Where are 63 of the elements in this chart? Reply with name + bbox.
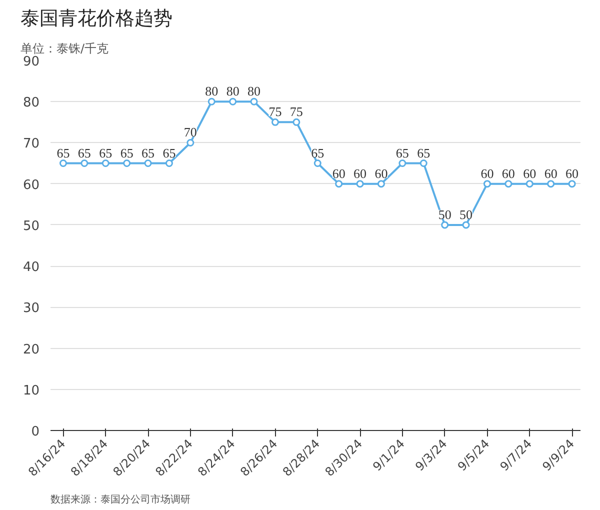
y-tick-label: 30 — [22, 301, 40, 316]
point — [398, 160, 406, 168]
point — [186, 138, 194, 146]
y-tick-label: 70 — [22, 136, 40, 152]
chart-title: 泰国青花价格趋势 — [20, 8, 172, 30]
data-label: 70 — [184, 124, 197, 140]
data-label: 65 — [56, 145, 70, 160]
data-label: 80 — [205, 84, 218, 99]
data-label: 80 — [226, 84, 240, 99]
point — [568, 180, 576, 188]
point — [123, 160, 131, 168]
point — [80, 160, 88, 168]
data-label: 65 — [99, 145, 112, 160]
point — [271, 118, 279, 126]
source-note: 数据来源：泰国分公司市场调研 — [50, 494, 190, 506]
data-label: 60 — [354, 166, 367, 181]
point — [59, 160, 67, 168]
point — [377, 180, 385, 188]
data-label: 65 — [311, 145, 324, 160]
data-label: 65 — [78, 145, 91, 160]
point — [504, 180, 512, 188]
point — [356, 180, 364, 188]
y-tick-label: 20 — [22, 342, 40, 358]
point — [250, 98, 258, 106]
data-label: 65 — [162, 145, 176, 160]
data-label: 60 — [566, 166, 579, 181]
y-tick-label: 10 — [22, 383, 40, 398]
y-tick-label: 0 — [31, 424, 40, 440]
data-label: 65 — [396, 145, 409, 160]
point — [208, 98, 216, 106]
y-tick-label: 80 — [22, 96, 40, 111]
data-label: 75 — [268, 104, 282, 120]
data-label: 80 — [248, 84, 261, 99]
point — [462, 221, 470, 229]
data-label: 60 — [502, 166, 515, 181]
chart-subtitle: 单位：泰铢/千克 — [20, 42, 109, 56]
point — [144, 160, 152, 168]
y-tick-label: 60 — [22, 178, 40, 193]
data-label: 60 — [544, 166, 558, 181]
point — [483, 180, 491, 188]
point — [229, 98, 237, 106]
point — [102, 160, 110, 168]
point — [314, 160, 322, 168]
y-tick-label: 90 — [22, 54, 40, 70]
data-label: 60 — [332, 166, 346, 181]
data-label: 75 — [290, 104, 303, 120]
data-label: 60 — [374, 166, 388, 181]
data-label: 65 — [142, 145, 155, 160]
point — [526, 180, 534, 188]
point — [420, 160, 428, 168]
data-label: 50 — [438, 206, 452, 222]
point — [547, 180, 555, 188]
data-label: 60 — [480, 166, 494, 181]
point — [292, 118, 300, 126]
point — [335, 180, 343, 188]
data-label: 50 — [460, 206, 473, 222]
y-tick-label: 50 — [22, 218, 40, 234]
data-label: 60 — [523, 166, 536, 181]
data-label: 65 — [417, 145, 430, 160]
data-label: 65 — [120, 145, 134, 160]
point — [165, 160, 173, 168]
y-tick-label: 40 — [22, 260, 40, 276]
point — [441, 221, 449, 229]
